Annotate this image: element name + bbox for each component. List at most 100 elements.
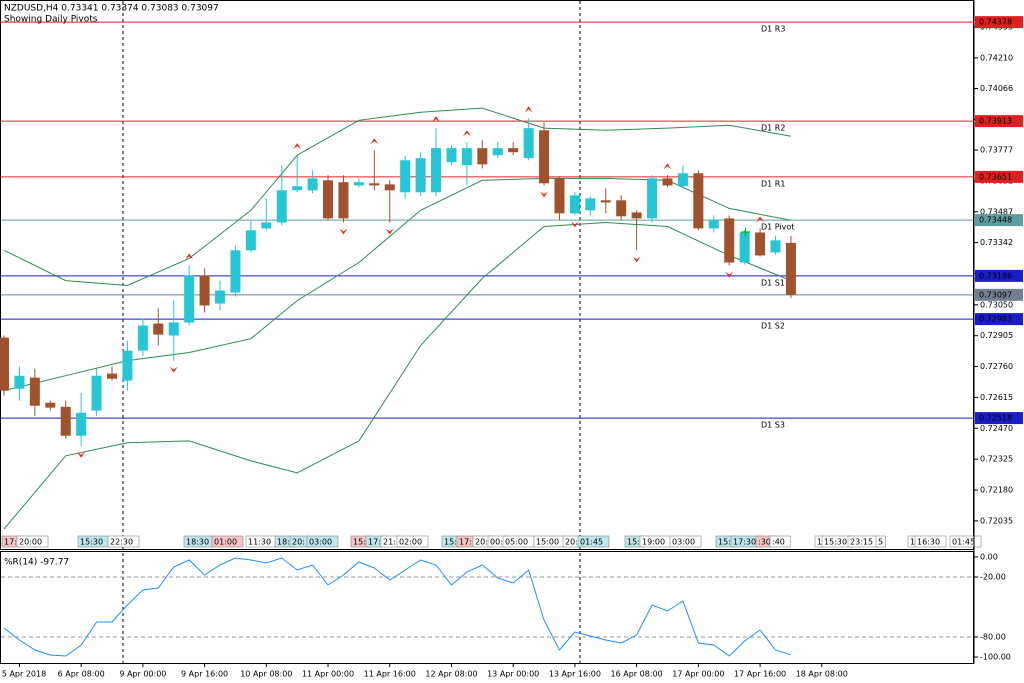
candle-body xyxy=(770,240,781,253)
candle-body xyxy=(724,218,735,263)
y2-tick-label: -100.00 xyxy=(980,653,1011,662)
candle-body xyxy=(431,148,442,193)
y-tick-label: 0.72470 xyxy=(980,424,1013,433)
candle-body xyxy=(384,184,395,191)
x-tick-label: 9 Apr 16:00 xyxy=(181,670,228,679)
session-label: 15: xyxy=(444,538,457,547)
session-label: 01:45 xyxy=(580,538,603,547)
fractal-down xyxy=(385,228,394,235)
pivot-name: D1 R3 xyxy=(761,25,785,34)
candle-body xyxy=(292,186,303,191)
x-tick-label: 9 Apr 00:00 xyxy=(119,670,166,679)
session-label: 01:00 xyxy=(214,538,237,547)
candle-body xyxy=(60,406,71,436)
fractal-up xyxy=(185,253,194,260)
candle-body xyxy=(739,232,750,263)
session-label-box xyxy=(306,535,339,548)
candle-body xyxy=(0,337,9,391)
fractal-up xyxy=(663,163,672,170)
fractal-down xyxy=(339,228,348,235)
x-tick-label: 18 Apr 08:00 xyxy=(796,670,848,679)
session-label-box xyxy=(949,535,982,548)
candle-body xyxy=(91,375,102,411)
bollinger-lower xyxy=(3,221,792,530)
candle-body xyxy=(693,173,704,229)
candle-body xyxy=(261,222,272,229)
candle-body xyxy=(492,148,503,156)
x-tick-label: 13 Apr 00:00 xyxy=(487,670,539,679)
session-label: 17: xyxy=(459,538,472,547)
x-tick-label: 17 Apr 00:00 xyxy=(672,670,724,679)
plot-layer: 0.743550.742100.740660.739210.737770.736… xyxy=(0,16,1023,679)
session-label: 17: xyxy=(4,538,17,547)
wpr-line xyxy=(3,557,792,657)
fractal-up xyxy=(293,143,302,150)
session-label: 11:30 xyxy=(248,538,271,547)
candle-body xyxy=(569,195,580,214)
y-tick-label: 0.72035 xyxy=(980,516,1013,525)
x-tick-label: 10 Apr 08:00 xyxy=(240,670,292,679)
y-tick-label: 0.72905 xyxy=(980,331,1013,340)
y-tick-label: 0.72760 xyxy=(980,362,1013,371)
price-box-label: 0.73913 xyxy=(979,117,1012,126)
session-label: 02:00 xyxy=(399,538,422,547)
symbol-line: NZDUSD,H4 0.73341 0.73374 0.73083 0.7309… xyxy=(4,4,219,14)
y2-tick-label: -80.00 xyxy=(980,633,1006,642)
candle-body xyxy=(323,180,334,219)
x-tick-label: 17 Apr 16:00 xyxy=(734,670,786,679)
price-box-label: 0.74378 xyxy=(979,18,1012,27)
y-tick-label: 0.72180 xyxy=(980,486,1013,495)
session-label: 18:30 xyxy=(186,538,209,547)
x-tick-label: 6 Apr 08:00 xyxy=(58,670,105,679)
indicator-frame xyxy=(0,551,974,664)
candle-body xyxy=(245,230,256,251)
candle-body xyxy=(307,178,318,191)
bollinger-upper xyxy=(3,107,791,287)
session-label: :30 xyxy=(758,538,771,547)
x-tick-label: 11 Apr 16:00 xyxy=(364,670,416,679)
candle-body xyxy=(215,290,226,304)
candle-body xyxy=(785,242,796,295)
y-tick-label: 0.74066 xyxy=(980,84,1013,93)
session-label-box xyxy=(211,535,244,548)
candle-body xyxy=(585,198,596,211)
price-box xyxy=(975,313,1023,326)
pivot-name: D1 R2 xyxy=(761,124,785,133)
pivot-name: D1 R1 xyxy=(761,179,785,188)
fractal-down xyxy=(169,366,178,373)
session-label: 15: xyxy=(627,538,640,547)
session-label: 03:00 xyxy=(309,538,332,547)
session-label-box xyxy=(16,535,49,548)
fractal-up xyxy=(370,138,379,145)
y-tick-label: 0.72325 xyxy=(980,455,1013,464)
session-label: 1 xyxy=(910,538,915,547)
session-label: 20: xyxy=(292,538,305,547)
subtitle: Showing Daily Pivots xyxy=(4,15,98,25)
candle-body xyxy=(76,412,87,436)
candle-body xyxy=(554,178,565,214)
price-box-label: 0.73186 xyxy=(979,271,1012,280)
price-box xyxy=(975,288,1023,301)
session-label-box xyxy=(396,535,429,548)
pivot-name: D1 Pivot xyxy=(761,223,794,232)
candle-body xyxy=(199,275,210,306)
candle-body xyxy=(600,200,611,203)
fractal-up xyxy=(462,130,471,137)
session-label: 15:30 xyxy=(824,538,847,547)
candle-body xyxy=(29,377,40,406)
session-label: 01:45 xyxy=(952,538,975,547)
candle-body xyxy=(14,375,25,389)
price-box-label: 0.73448 xyxy=(979,216,1012,225)
price-box xyxy=(975,412,1023,425)
session-label: :40 xyxy=(772,538,785,547)
session-label: 15: xyxy=(353,538,366,547)
fractal-down xyxy=(77,451,86,458)
x-tick-label: 12 Apr 08:00 xyxy=(425,670,477,679)
x-tick-label: 13 Apr 16:00 xyxy=(549,670,601,679)
candle-body xyxy=(677,173,688,187)
y-tick-label: 0.73777 xyxy=(980,146,1013,155)
fractal-down xyxy=(540,191,549,198)
session-label-box xyxy=(769,535,791,548)
price-box xyxy=(975,170,1023,183)
